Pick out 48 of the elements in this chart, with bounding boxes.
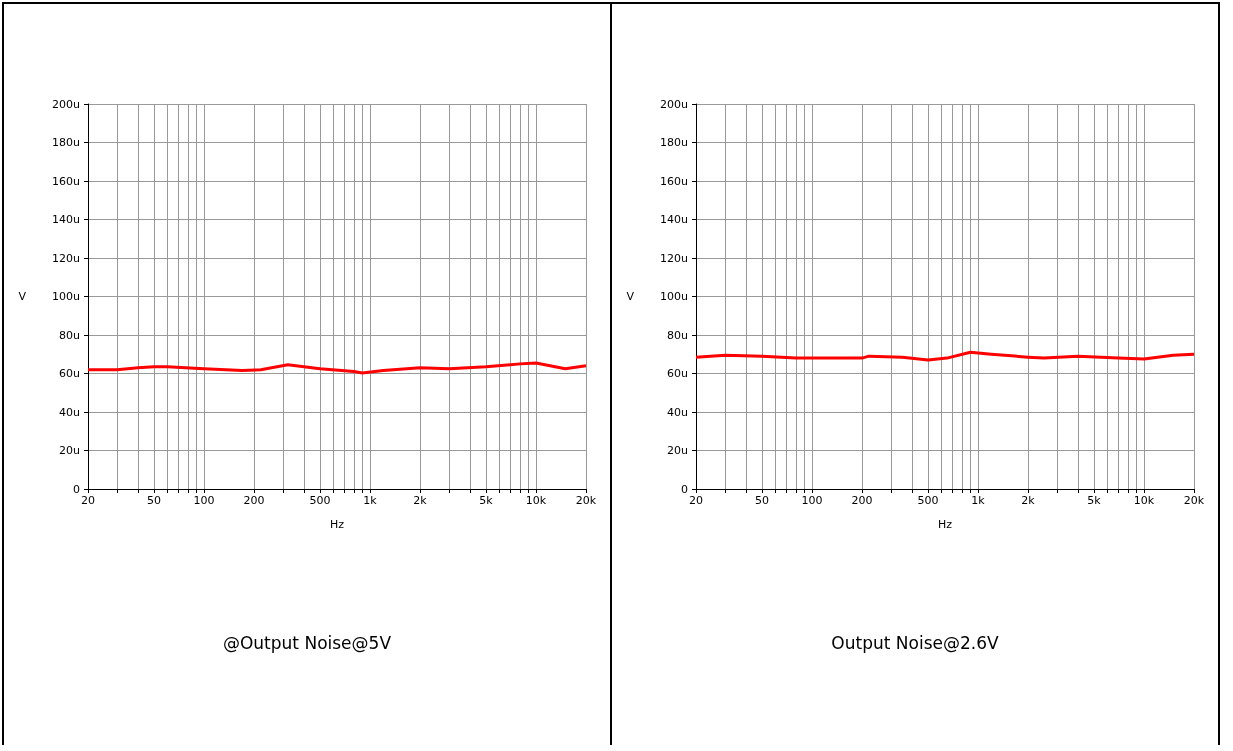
y-tick-label: 20u: [667, 444, 688, 457]
text: Output Noise@2.6V: [831, 632, 1000, 653]
y-tick-label: 160u: [52, 174, 80, 188]
y-tick-label: 80u: [59, 328, 80, 342]
text: @Output Noise@5V: [222, 632, 392, 653]
x-tick-label: 50: [755, 494, 770, 507]
x-tick-label: 500: [309, 494, 331, 507]
y-tick-label: 60u: [59, 367, 80, 380]
y-tick-label: 180u: [52, 136, 80, 149]
y-axis-title: V: [626, 290, 635, 303]
x-tick-label: 1k: [971, 494, 986, 507]
y-tick-label: 20u: [59, 444, 80, 457]
x-tick-label: 50: [147, 494, 162, 507]
x-tick-label: 20k: [575, 494, 597, 507]
x-tick-label: 20k: [1183, 494, 1205, 507]
x-tick-label: 10k: [525, 494, 547, 507]
y-tick-label: 100u: [660, 290, 688, 303]
x-tick-label: 10k: [1133, 494, 1155, 507]
x-tick-label: 20: [689, 494, 703, 507]
y-tick-label: 160u: [660, 174, 688, 188]
x-tick-label: 5k: [479, 494, 494, 507]
y-tick-label: 40u: [667, 405, 688, 419]
x-tick-label: 200: [243, 494, 265, 507]
x-tick-label: 2k: [1021, 494, 1036, 507]
x-tick-label: 500: [917, 494, 939, 507]
y-tick-label: 120u: [660, 251, 688, 265]
y-tick-label: 200u: [660, 97, 688, 111]
y-tick-label: 40u: [59, 405, 80, 419]
y-tick-label: 0: [73, 482, 80, 496]
x-tick-label: 100: [801, 494, 823, 507]
y-tick-label: 200u: [52, 97, 80, 111]
y-tick-label: 0: [681, 482, 688, 496]
x-tick-label: 2k: [413, 494, 428, 507]
y-tick-label: 140u: [660, 213, 688, 226]
y-tick-label: 120u: [52, 251, 80, 265]
x-tick-label: 200: [851, 494, 873, 507]
x-axis-title: Hz: [329, 518, 345, 531]
x-tick-label: 5k: [1087, 494, 1102, 507]
x-tick-label: 1k: [363, 494, 378, 507]
y-axis-title: V: [18, 290, 27, 303]
y-tick-label: 180u: [660, 136, 688, 149]
x-tick-label: 20: [81, 494, 95, 507]
x-axis-title: Hz: [937, 518, 953, 531]
x-tick-label: 100: [193, 494, 215, 507]
y-tick-label: 80u: [667, 328, 688, 342]
y-tick-label: 60u: [667, 367, 688, 380]
y-tick-label: 140u: [52, 213, 80, 226]
y-tick-label: 100u: [52, 290, 80, 303]
